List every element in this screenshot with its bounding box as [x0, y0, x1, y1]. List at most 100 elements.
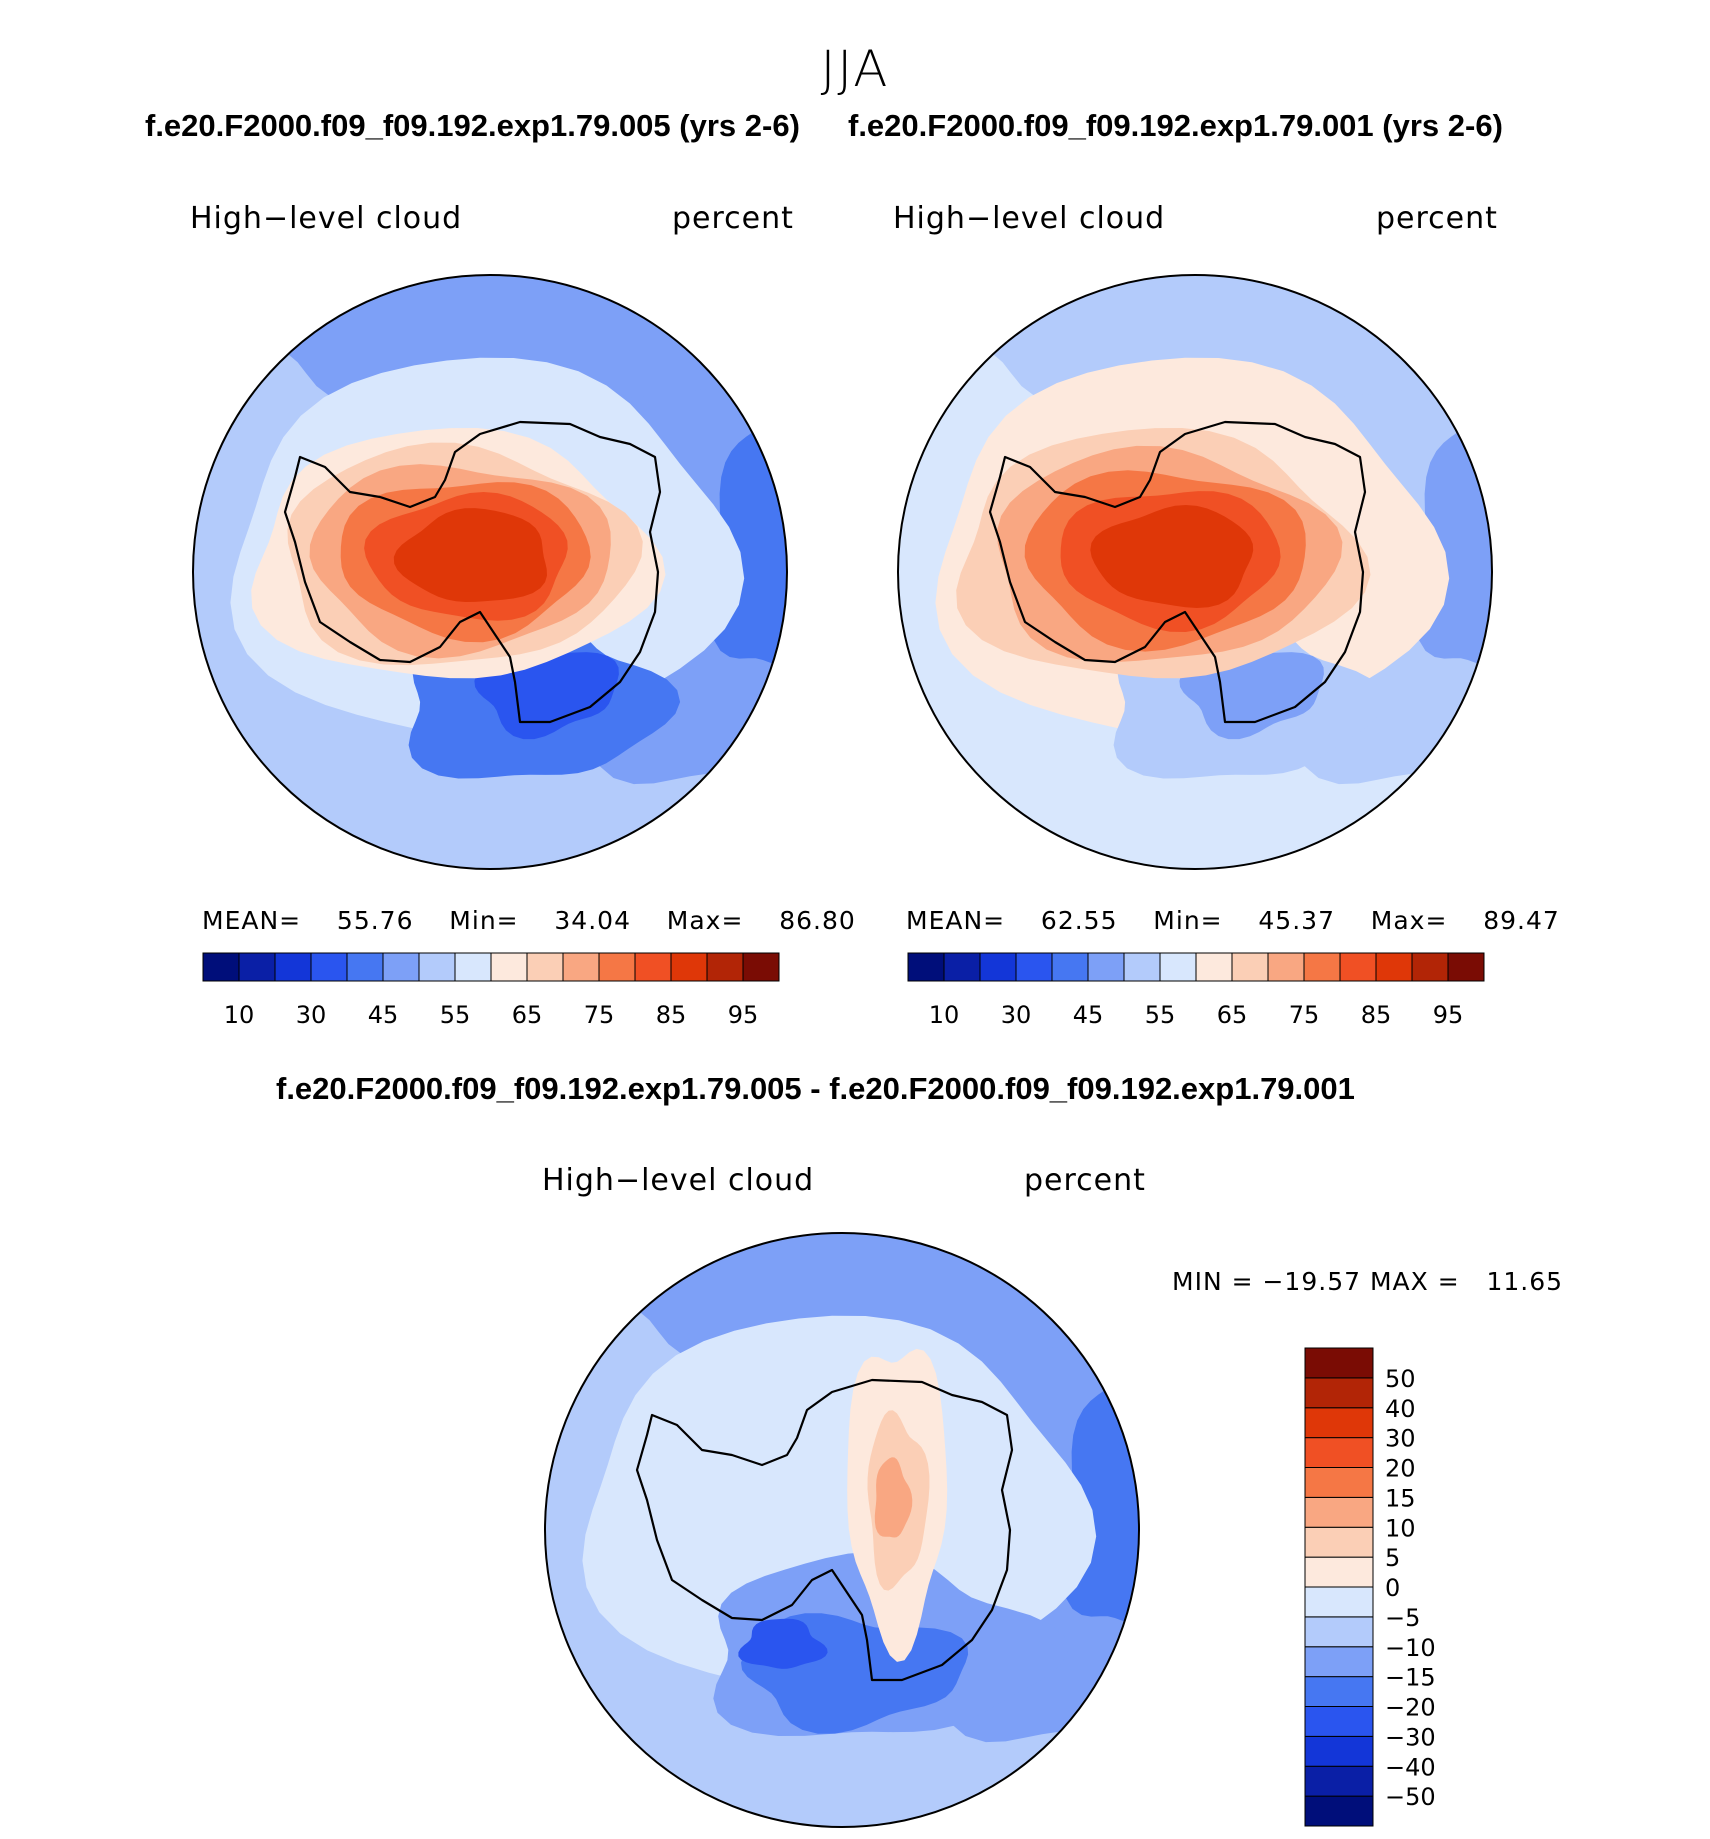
colorbar-tick-label: 10 — [224, 1001, 255, 1029]
colorbar-box — [382, 952, 420, 982]
colorbar-box — [238, 952, 276, 982]
control-map — [898, 275, 1492, 869]
colorbar-tick-label: 45 — [1073, 1001, 1104, 1029]
colorbar-box — [1447, 952, 1485, 982]
test-map-border — [192, 274, 788, 870]
colorbar-box — [1304, 1616, 1374, 1648]
mean-value: 55.76 — [336, 906, 414, 935]
edge-region — [1414, 422, 1492, 665]
diff-variable-label: High−level cloud — [542, 1163, 815, 1198]
colorbar-box — [706, 952, 744, 982]
test-run-title: f.e20.F2000.f09_f09.192.exp1.79.005 (yrs… — [145, 108, 800, 143]
plateau-contour — [1090, 505, 1254, 608]
colorbar-box — [490, 952, 528, 982]
colorbar-tick-label: −20 — [1385, 1694, 1436, 1722]
colorbar-box — [346, 952, 384, 982]
colorbar-tick-label: 10 — [929, 1001, 960, 1029]
colorbar-box — [1195, 952, 1233, 982]
colorbar-box — [1304, 1556, 1374, 1588]
colorbar-tick-label: −30 — [1385, 1723, 1436, 1751]
colorbar-box — [598, 952, 636, 982]
colorbar-tick-label: 95 — [728, 1001, 759, 1029]
colorbar-box — [1304, 1496, 1374, 1528]
season-title: JJA — [820, 40, 890, 98]
colorbar-box — [526, 952, 564, 982]
colorbar-box — [1304, 1735, 1374, 1767]
min-value: 45.37 — [1258, 906, 1335, 935]
max-value: 89.47 — [1483, 906, 1560, 935]
colorbar-tick-label: 10 — [1385, 1514, 1416, 1542]
colorbar-box — [742, 952, 780, 982]
diff-minmax: MIN = −19.57 MAX = 11.65 — [1172, 1267, 1564, 1296]
colorbar-tick-label: 55 — [1145, 1001, 1176, 1029]
colorbar-box — [1375, 952, 1413, 982]
mean-value: 62.55 — [1040, 906, 1118, 935]
colorbar-box — [1304, 1526, 1374, 1558]
control-stats: MEAN= 62.55 Min= 45.37 Max= 89.47 — [906, 906, 1560, 935]
min-label: Min= — [1153, 906, 1223, 935]
colorbar-tick-label: 85 — [656, 1001, 687, 1029]
control-units-label: percent — [1376, 201, 1498, 236]
colorbar-box — [562, 952, 600, 982]
colorbar-box — [1304, 1706, 1374, 1737]
colorbar-box — [1123, 952, 1161, 982]
colorbar-box — [1411, 952, 1449, 982]
colorbar-tick-label: 20 — [1385, 1455, 1416, 1483]
test-variable-label: High−level cloud — [190, 201, 463, 236]
colorbar-tick-label: 30 — [1001, 1001, 1032, 1029]
colorbar-box — [1015, 952, 1053, 982]
colorbar-tick-label: 65 — [512, 1001, 543, 1029]
colorbar-box — [1087, 952, 1125, 982]
colorbar-box — [1304, 1765, 1374, 1797]
diff-run-title: f.e20.F2000.f09_f09.192.exp1.79.005 - f.… — [276, 1071, 1355, 1106]
diff-units-label: percent — [1024, 1163, 1146, 1198]
plateau-contour — [393, 508, 547, 602]
edge-region — [709, 422, 787, 665]
colorbar-box — [202, 952, 240, 982]
colorbar-box — [310, 952, 348, 982]
antarctica-coastline — [988, 420, 1367, 724]
colorbar-box — [1303, 952, 1341, 982]
colorbar-tick-label: 5 — [1385, 1544, 1400, 1572]
warm-region — [874, 1457, 913, 1538]
control-run-title: f.e20.F2000.f09_f09.192.exp1.79.001 (yrs… — [848, 108, 1503, 143]
min-label: Min= — [449, 906, 519, 935]
colorbar-box — [274, 952, 312, 982]
colorbar-box — [1304, 1646, 1374, 1678]
test-stats: MEAN= 55.76 Min= 34.04 Max= 86.80 — [202, 906, 856, 935]
colorbar-box — [1304, 1586, 1374, 1618]
colorbar-tick-label: 75 — [1289, 1001, 1320, 1029]
colorbar-box — [979, 952, 1017, 982]
colorbar-tick-label: 75 — [584, 1001, 615, 1029]
colorbar-box — [670, 952, 708, 982]
colorbar-tick-label: 55 — [440, 1001, 471, 1029]
colorbar-tick-label: −5 — [1385, 1604, 1420, 1632]
colorbar-box — [634, 952, 672, 982]
mean-label: MEAN= — [202, 906, 302, 935]
colorbar-tick-label: 45 — [368, 1001, 399, 1029]
colorbar-box — [1267, 952, 1305, 982]
edge-region — [1061, 1380, 1139, 1623]
colorbar-tick-label: 50 — [1385, 1365, 1416, 1393]
colorbar-box — [1304, 1795, 1374, 1827]
diff-map-border — [544, 1232, 1140, 1828]
colorbar-tick-label: 65 — [1217, 1001, 1248, 1029]
test-units-label: percent — [672, 201, 794, 236]
colorbar-tick-label: 85 — [1361, 1001, 1392, 1029]
control-map-border — [897, 274, 1493, 870]
mean-label: MEAN= — [906, 906, 1006, 935]
min-value: 34.04 — [554, 906, 631, 935]
colorbar-tick-label: −10 — [1385, 1634, 1436, 1662]
control-colorbar: 10 30 45 55 65 75 85 95 — [907, 952, 1485, 1029]
antarctica-coastline — [635, 1378, 1014, 1682]
colorbar-box — [1304, 1437, 1374, 1468]
control-variable-label: High−level cloud — [893, 201, 1166, 236]
colorbar-box — [1159, 952, 1197, 982]
colorbar-box — [943, 952, 981, 982]
colorbar-box — [1339, 952, 1377, 982]
max-value: 86.80 — [779, 906, 856, 935]
colorbar-box — [1304, 1347, 1374, 1379]
colorbar-box — [907, 952, 945, 982]
